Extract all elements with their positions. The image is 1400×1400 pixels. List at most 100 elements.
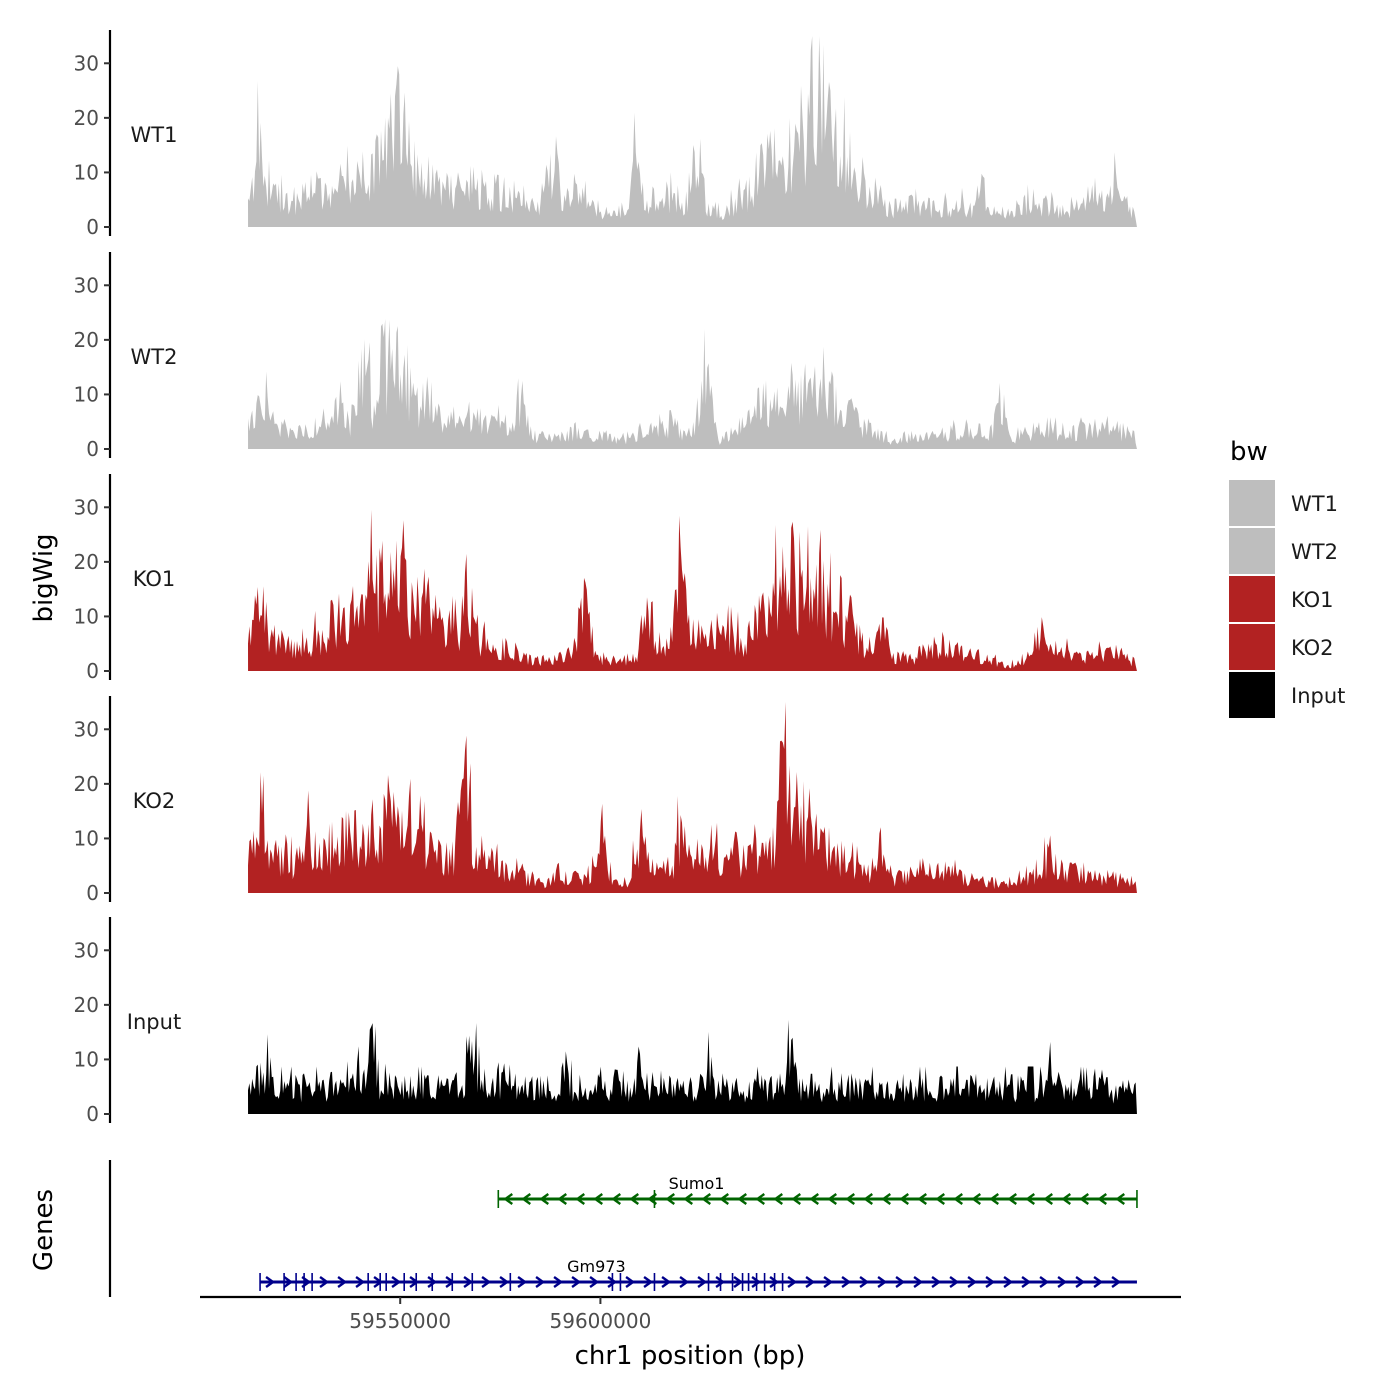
track-panel-ko2: 0 10 20 30 KO2: [74, 696, 1137, 905]
signal-area-wt2: [248, 319, 1137, 449]
signal-area-input: [248, 1019, 1137, 1114]
y-tick-label: 0: [86, 437, 99, 461]
strand-chevron: [557, 1193, 568, 1205]
strand-chevron: [575, 1193, 586, 1205]
strand-chevron: [967, 1276, 978, 1288]
x-tick-label: 59600000: [550, 1309, 652, 1333]
x-tick-label: 59550000: [349, 1309, 451, 1333]
y-tick-label: 30: [74, 51, 99, 75]
y-tick-label: 30: [74, 495, 99, 519]
legend-label-wt1: WT1: [1291, 492, 1338, 516]
strand-chevron: [841, 1276, 852, 1288]
strand-chevron: [319, 1276, 330, 1288]
y-tick-label: 0: [86, 215, 99, 239]
strand-chevron: [283, 1276, 294, 1288]
strand-chevron: [539, 1193, 550, 1205]
legend: bw WT1 WT2 KO1 KO2 Input: [1229, 437, 1345, 718]
track-panel-ko1: 0 10 20 30 KO1: [74, 474, 1137, 683]
strand-chevron: [845, 1193, 856, 1205]
strand-chevron: [949, 1276, 960, 1288]
gene-gm973: Gm973: [259, 1257, 1137, 1291]
genes-axis-title: Genes: [29, 1189, 59, 1271]
strand-chevron: [1021, 1276, 1032, 1288]
y-tick-label: 10: [74, 1047, 99, 1071]
strand-chevron: [589, 1276, 600, 1288]
strand-chevron: [611, 1193, 622, 1205]
strand-chevron: [517, 1276, 528, 1288]
strand-chevron: [683, 1193, 694, 1205]
strand-chevron: [409, 1276, 420, 1288]
strand-chevron: [503, 1193, 514, 1205]
signal-area-ko2: [248, 702, 1137, 893]
y-tick-label: 20: [74, 772, 99, 796]
strand-chevron: [607, 1276, 618, 1288]
strand-chevron: [737, 1193, 748, 1205]
gene-sumo1: Sumo1: [497, 1174, 1138, 1208]
strand-chevron: [665, 1193, 676, 1205]
strand-chevron: [863, 1193, 874, 1205]
strand-chevron: [1115, 1193, 1126, 1205]
strand-chevron: [953, 1193, 964, 1205]
strand-chevron: [661, 1276, 672, 1288]
strand-chevron: [1007, 1193, 1018, 1205]
gene-label-sumo1: Sumo1: [669, 1174, 725, 1193]
y-tick-label: 0: [86, 1102, 99, 1126]
strand-chevron: [899, 1193, 910, 1205]
strand-chevron: [553, 1276, 564, 1288]
strand-chevron: [971, 1193, 982, 1205]
legend-label-input: Input: [1291, 684, 1345, 708]
y-tick-label: 0: [86, 881, 99, 905]
x-axis-title: chr1 position (bp): [575, 1341, 806, 1371]
legend-label-ko1: KO1: [1291, 588, 1334, 612]
strand-chevron: [643, 1276, 654, 1288]
y-tick-label: 10: [74, 604, 99, 628]
strand-chevron: [1039, 1276, 1050, 1288]
legend-title: bw: [1230, 437, 1268, 467]
strand-chevron: [1025, 1193, 1036, 1205]
strand-chevron: [521, 1193, 532, 1205]
strand-chevron: [823, 1276, 834, 1288]
strand-chevron: [859, 1276, 870, 1288]
strand-chevron: [697, 1276, 708, 1288]
legend-label-wt2: WT2: [1291, 540, 1338, 564]
strand-chevron: [1057, 1276, 1068, 1288]
gene-label-gm973: Gm973: [567, 1257, 626, 1276]
legend-swatch-ko1: [1229, 576, 1275, 622]
strand-chevron: [805, 1276, 816, 1288]
y-tick-label: 20: [74, 550, 99, 574]
strand-chevron: [593, 1193, 604, 1205]
strand-chevron: [481, 1276, 492, 1288]
y-tick-label: 10: [74, 160, 99, 184]
strand-chevron: [1043, 1193, 1054, 1205]
y-tick-label: 10: [74, 826, 99, 850]
strand-chevron: [499, 1276, 510, 1288]
x-axis: 59550000 59600000: [200, 1295, 1181, 1333]
strand-chevron: [355, 1276, 366, 1288]
y-tick-label: 30: [74, 938, 99, 962]
strand-chevron: [773, 1193, 784, 1205]
strand-chevron: [1061, 1193, 1072, 1205]
strand-chevron: [1097, 1193, 1108, 1205]
strand-chevron: [1093, 1276, 1104, 1288]
strand-chevron: [719, 1193, 730, 1205]
track-label-ko2: KO2: [133, 789, 176, 813]
strand-chevron: [895, 1276, 906, 1288]
strand-chevron: [427, 1276, 438, 1288]
y-tick-label: 0: [86, 659, 99, 683]
strand-chevron: [989, 1193, 1000, 1205]
y-axis-title: bigWig: [29, 533, 59, 622]
strand-chevron: [1003, 1276, 1014, 1288]
strand-chevron: [445, 1276, 456, 1288]
strand-chevron: [931, 1276, 942, 1288]
track-label-wt2: WT2: [131, 345, 178, 369]
strand-chevron: [701, 1193, 712, 1205]
legend-label-ko2: KO2: [1291, 636, 1334, 660]
strand-chevron: [787, 1276, 798, 1288]
strand-chevron: [913, 1276, 924, 1288]
strand-chevron: [535, 1276, 546, 1288]
track-panel-wt2: 0 10 20 30 WT2: [74, 252, 1137, 461]
strand-chevron: [265, 1276, 276, 1288]
strand-chevron: [1079, 1193, 1090, 1205]
track-panel-input: 0 10 20 30 Input: [74, 917, 1137, 1126]
